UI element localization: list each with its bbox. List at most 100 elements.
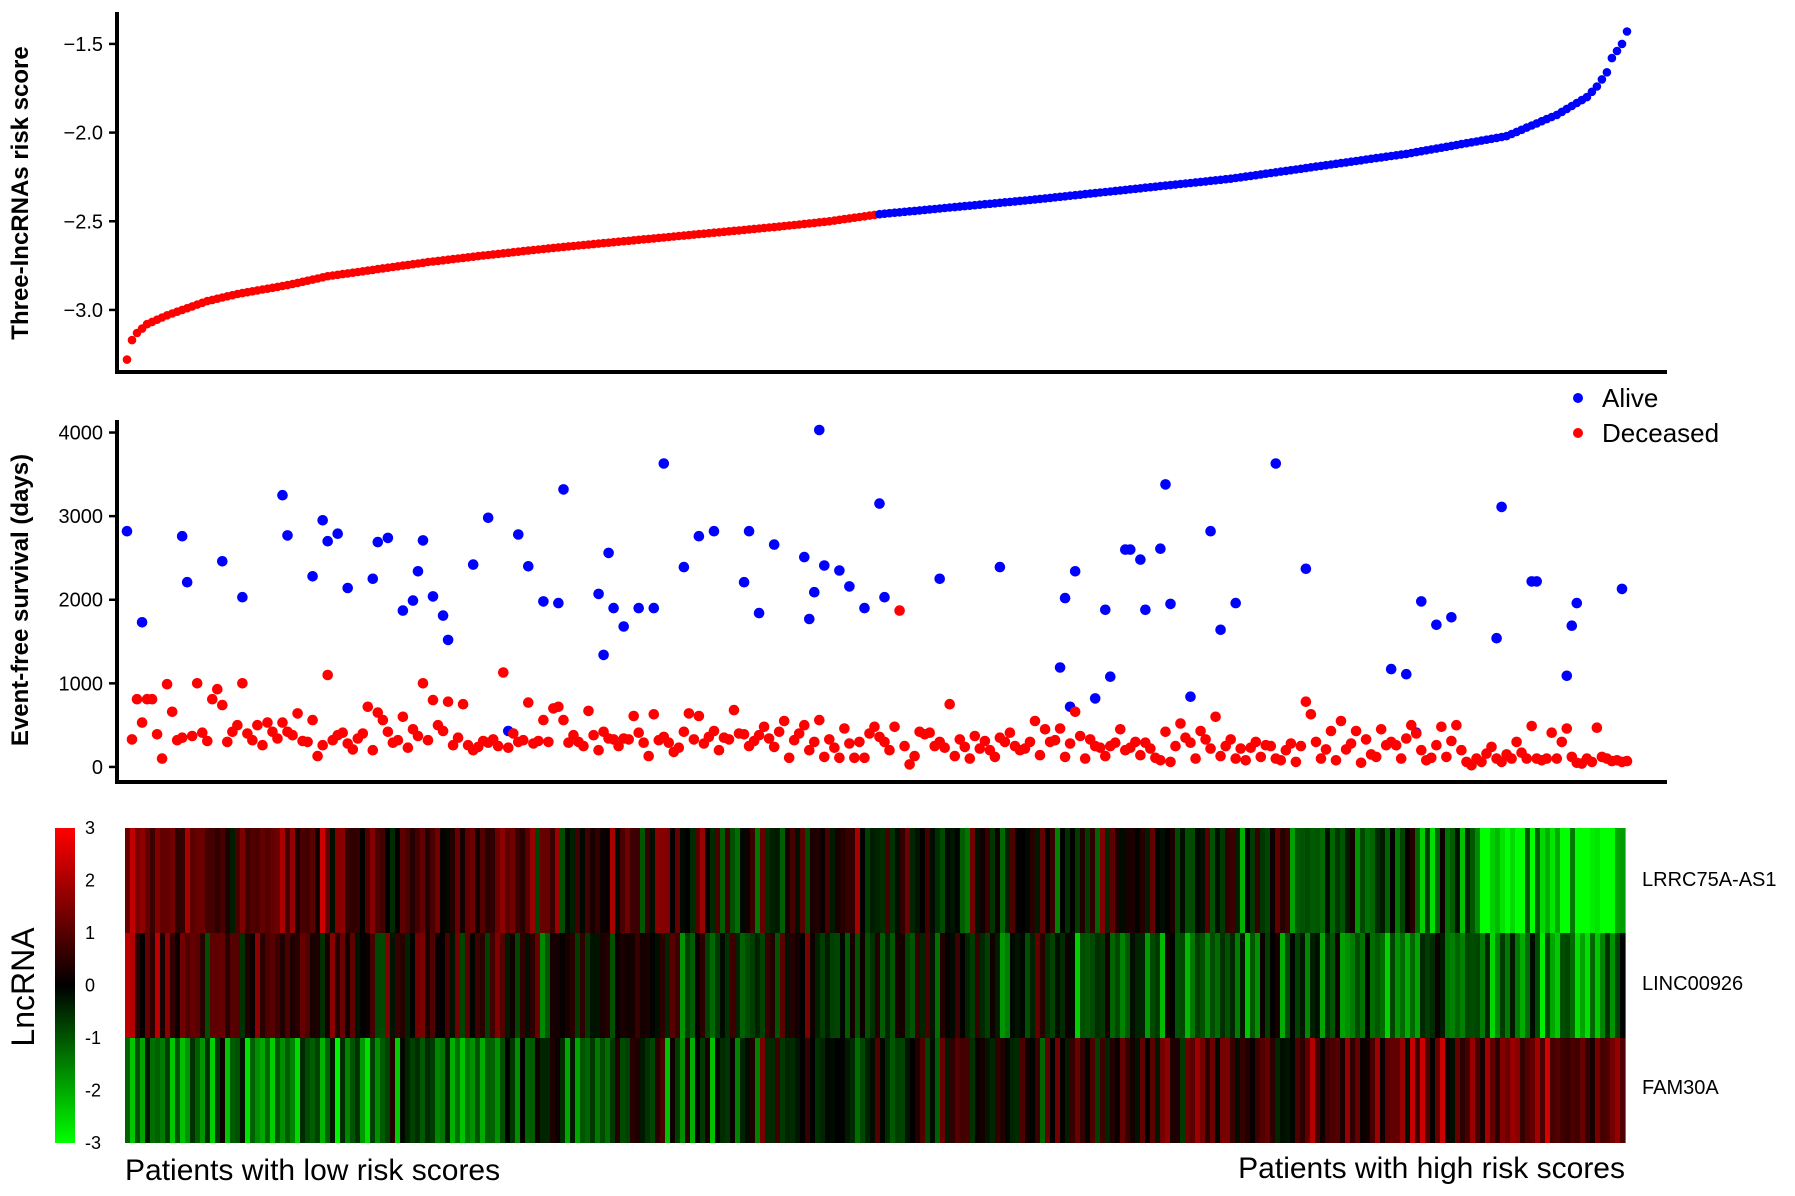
heatmap-cell	[950, 1038, 956, 1143]
heatmap-cell	[1430, 1038, 1436, 1143]
heatmap-cell	[545, 1038, 551, 1143]
heatmap-cell	[345, 828, 351, 933]
heatmap-cell	[420, 1038, 426, 1143]
deceased-point	[1395, 753, 1407, 764]
heatmap-cell	[1595, 1038, 1601, 1143]
heatmap-cell	[1340, 828, 1346, 933]
heatmap-cell	[1140, 828, 1146, 933]
heatmap-cell	[505, 828, 511, 933]
heatmap-cell	[1475, 828, 1481, 933]
heatmap-cell	[1615, 1038, 1621, 1143]
deceased-point	[126, 734, 138, 745]
heatmap-cell	[240, 1038, 246, 1143]
deceased-point	[1390, 739, 1402, 751]
heatmap-cell	[565, 933, 571, 1038]
heatmap-cell	[1435, 828, 1441, 933]
heatmap-cell	[490, 828, 496, 933]
heatmap-cell	[980, 933, 986, 1038]
deceased-point	[1210, 711, 1221, 723]
heatmap-cell	[690, 828, 696, 933]
heatmap-cell	[1265, 1038, 1271, 1143]
heatmap-cell	[595, 828, 601, 933]
heatmap-cell	[1485, 828, 1491, 933]
heatmap-cell	[275, 828, 281, 933]
deceased-point	[222, 736, 233, 748]
heatmap-cell	[1190, 1038, 1196, 1143]
deceased-point	[146, 693, 158, 705]
heatmap-cell	[620, 828, 626, 933]
heatmap-cell	[945, 933, 951, 1038]
heatmap-cell	[1455, 933, 1461, 1038]
heatmap-cell	[1525, 828, 1531, 933]
heatmap-cell	[745, 933, 751, 1038]
heatmap-cell	[475, 933, 481, 1038]
heatmap-cell	[345, 1038, 351, 1143]
heatmap-cell	[715, 1038, 721, 1143]
alive-point	[809, 586, 820, 598]
deceased-point	[939, 742, 950, 753]
heatmap-cell	[1480, 1038, 1486, 1143]
survival-y-ticks: 0 1000 2000 3000 4000	[59, 423, 117, 779]
heatmap-cell	[1390, 828, 1396, 933]
colorbar-tick-label: -2	[85, 1081, 101, 1101]
alive-point	[658, 458, 670, 469]
heatmap-cell	[450, 1038, 456, 1143]
heatmap-cell	[355, 933, 361, 1038]
heatmap-cell	[1460, 1038, 1466, 1143]
heatmap-cell	[445, 828, 451, 933]
heatmap-cell	[985, 1038, 991, 1143]
heatmap-cell	[1550, 1038, 1556, 1143]
heatmap-cell	[1025, 1038, 1031, 1143]
heatmap-cell	[415, 1038, 421, 1143]
heatmap-cell	[1030, 1038, 1036, 1143]
deceased-point	[412, 730, 424, 742]
heatmap-cell	[215, 933, 221, 1038]
deceased-point	[1350, 725, 1362, 737]
alive-point	[1401, 668, 1412, 680]
heatmap-cell	[580, 933, 586, 1038]
heatmap-cell	[905, 828, 911, 933]
alive-point	[608, 602, 619, 614]
alive-point	[437, 610, 449, 621]
heatmap-cell	[1100, 1038, 1106, 1143]
heatmap-cell	[1105, 933, 1111, 1038]
heatmap-cell	[1300, 828, 1306, 933]
heatmap-cell	[475, 828, 481, 933]
heatmap-cell	[215, 828, 221, 933]
heatmap-cell	[560, 1038, 566, 1143]
deceased-point	[197, 727, 208, 738]
heatmap-cell	[1555, 933, 1561, 1038]
alive-point	[693, 530, 705, 542]
deceased-point	[1250, 736, 1262, 748]
heatmap-cell	[885, 933, 891, 1038]
heatmap-cell	[410, 933, 416, 1038]
heatmap-cell	[700, 1038, 706, 1143]
heatmap-cell	[640, 933, 646, 1038]
heatmap-cell	[1010, 828, 1016, 933]
heatmap-cell	[245, 933, 251, 1038]
heatmap-cell	[490, 1038, 496, 1143]
heatmap-cell	[285, 1038, 291, 1143]
deceased-point	[1541, 753, 1552, 764]
heatmap-cell	[660, 1038, 666, 1143]
heatmap-cell	[425, 933, 431, 1038]
heatmap-cell	[285, 933, 291, 1038]
heatmap-cell	[230, 828, 236, 933]
heatmap-cell	[130, 933, 136, 1038]
heatmap-cell	[830, 933, 836, 1038]
heatmap-cell	[265, 828, 271, 933]
heatmap-cell	[1415, 933, 1421, 1038]
heatmap-cell	[535, 828, 541, 933]
deceased-point	[367, 744, 379, 756]
deceased-point	[708, 725, 720, 737]
heatmap-cell	[1580, 828, 1586, 933]
deceased-point	[1586, 756, 1598, 768]
heatmap-cell	[765, 933, 771, 1038]
heatmap-cell	[365, 933, 371, 1038]
deceased-point	[623, 734, 634, 745]
heatmap-cell	[1160, 828, 1166, 933]
survival-y-axis-title: Event-free survival (days)	[7, 454, 34, 746]
heatmap-cell	[1195, 933, 1201, 1038]
heatmap-cell	[305, 828, 311, 933]
deceased-point	[1300, 696, 1312, 707]
